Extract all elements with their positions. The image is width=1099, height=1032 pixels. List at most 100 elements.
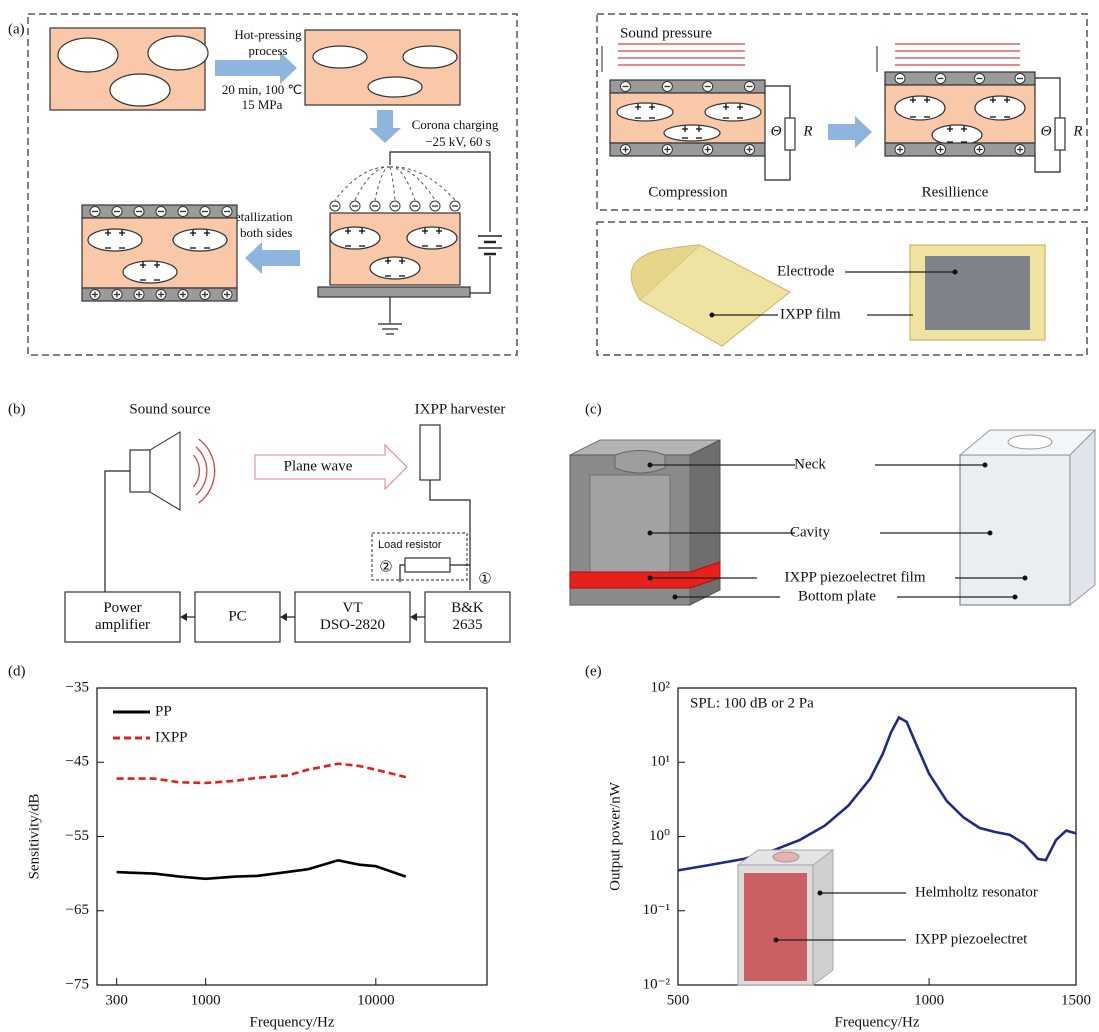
process-arrow <box>245 242 300 274</box>
pore <box>313 46 367 68</box>
label: Power <box>103 600 141 616</box>
label: 10⁰ <box>649 828 670 844</box>
arrowhead <box>410 613 417 621</box>
label: IXPP piezoelectret <box>915 931 1028 947</box>
pore <box>58 38 118 72</box>
dot <box>983 463 988 468</box>
dot <box>988 531 993 536</box>
label: 10⁻¹ <box>643 902 670 918</box>
label: Output power/nW <box>607 781 623 891</box>
pore <box>932 125 982 145</box>
shape <box>1055 118 1065 150</box>
shape <box>785 118 795 150</box>
dot <box>648 531 653 536</box>
label: 2635 <box>453 617 483 633</box>
pore <box>173 229 227 251</box>
corona-field <box>390 167 435 200</box>
label: −35 <box>66 679 89 695</box>
label: Helmholtz resonator <box>915 884 1038 900</box>
label: Hot-pressing <box>234 27 302 42</box>
label: PC <box>228 608 246 624</box>
label: Sound pressure <box>620 25 712 41</box>
label: ① <box>478 571 491 587</box>
label: Cavity <box>790 524 830 540</box>
label: ② <box>379 559 392 575</box>
label: B&K <box>451 600 484 616</box>
label: (a) <box>8 21 25 37</box>
label: 10000 <box>357 992 395 1008</box>
label: Load resistor <box>378 539 442 551</box>
wire <box>105 471 130 592</box>
label: Corona charging <box>412 117 499 132</box>
label: (b) <box>8 401 26 417</box>
dot <box>774 938 779 943</box>
label: −25 kV, 60 s <box>425 134 491 149</box>
label: −45 <box>66 754 89 770</box>
neck-hole <box>1008 435 1052 449</box>
label: amplifier <box>95 617 150 633</box>
corona-field <box>390 167 395 200</box>
sound-wave <box>193 455 199 487</box>
shape <box>420 425 440 480</box>
dot <box>710 313 715 318</box>
box-side <box>1070 430 1095 605</box>
label: 1000 <box>914 992 944 1008</box>
shape <box>960 455 1070 605</box>
pore <box>368 77 422 97</box>
dot <box>648 463 653 468</box>
pore <box>148 36 208 70</box>
dot <box>818 891 823 896</box>
pore <box>975 96 1025 120</box>
label: Sensitivity/dB <box>26 794 42 880</box>
process-arrow <box>369 110 401 143</box>
shape <box>610 80 765 93</box>
shape <box>925 256 1030 330</box>
label: 10¹ <box>651 754 671 770</box>
pore <box>407 227 457 249</box>
pore <box>370 257 420 279</box>
speaker <box>150 432 180 510</box>
label: R <box>802 123 812 139</box>
pore <box>895 96 945 120</box>
dot <box>648 576 653 581</box>
dot <box>953 270 958 275</box>
label: 10² <box>651 679 671 695</box>
label: Frequency/Hz <box>250 1014 335 1030</box>
pore <box>110 74 170 106</box>
label: Plane wave <box>284 458 353 474</box>
label: Electrode <box>777 263 835 279</box>
data-line <box>678 718 1076 871</box>
label: IXPP film <box>780 306 841 322</box>
inset-neck <box>773 852 799 862</box>
pore <box>88 229 142 251</box>
label: Resillience <box>922 184 989 200</box>
data-line <box>117 860 406 879</box>
figure: (a)(b)(c)(d)(e)Hot-pressingprocess20 min… <box>0 0 1099 1032</box>
label: SPL: 100 dB or 2 Pa <box>690 695 814 711</box>
label: −55 <box>66 828 89 844</box>
shape <box>405 558 450 572</box>
sound-wave <box>196 447 207 495</box>
wire <box>430 480 470 590</box>
arrowhead <box>280 613 287 621</box>
pore <box>664 125 720 141</box>
pore <box>617 103 673 121</box>
pore <box>705 103 761 121</box>
dot <box>1023 576 1028 581</box>
corona-field <box>355 167 390 200</box>
label: VT <box>343 600 363 616</box>
shape <box>318 287 470 297</box>
label: 10⁻² <box>643 976 671 992</box>
label: Sound source <box>129 401 211 417</box>
label: 1500 <box>1061 992 1091 1008</box>
label: 20 min, 100 ℃ <box>222 82 302 97</box>
shape <box>610 143 765 156</box>
neck <box>615 451 665 474</box>
pore <box>123 261 177 283</box>
label: Neck <box>794 456 826 472</box>
label: (e) <box>585 663 602 679</box>
shape <box>885 143 1035 156</box>
label: IXPP harvester <box>415 401 506 417</box>
dot <box>673 595 678 600</box>
shape <box>590 475 670 575</box>
